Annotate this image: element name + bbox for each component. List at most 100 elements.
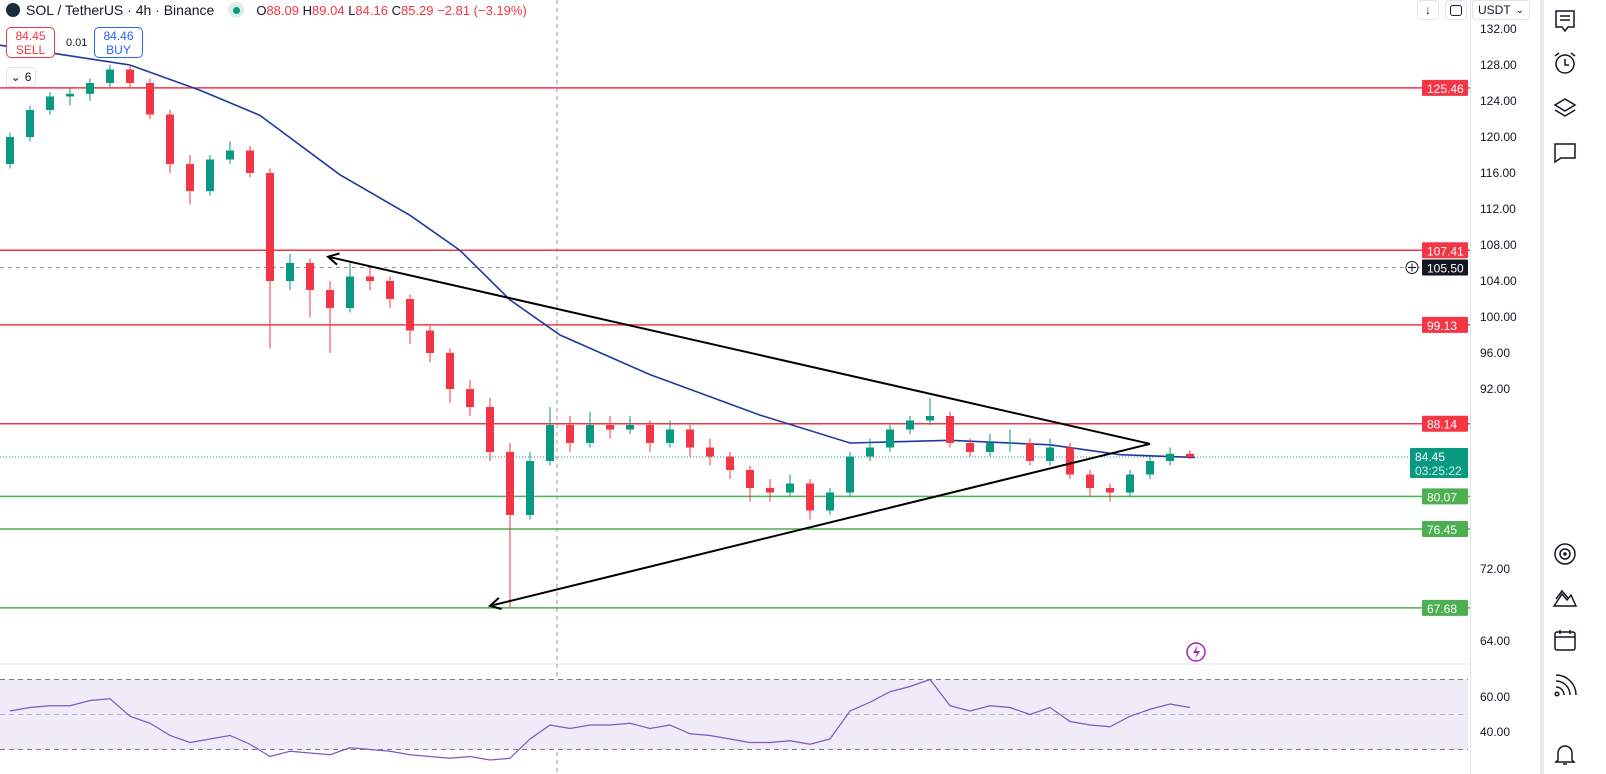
candle-body: [1146, 461, 1154, 475]
candle: [1026, 438, 1034, 466]
candle-body: [346, 276, 354, 308]
candle: [366, 267, 374, 290]
scroll-to-latest-button[interactable]: ↓: [1417, 0, 1439, 20]
crosshair-price-label-bg: [1422, 259, 1468, 276]
candle-body: [946, 416, 954, 443]
candle: [326, 281, 334, 353]
chevron-down-icon: ⌄: [10, 70, 21, 84]
price-tick-label: 132.00: [1480, 22, 1517, 36]
candle: [166, 110, 174, 173]
candle: [826, 488, 834, 515]
candle: [406, 294, 414, 344]
sell-button[interactable]: 84.45 SELL: [6, 27, 55, 58]
candle: [486, 398, 494, 461]
target-icon[interactable]: [1552, 541, 1578, 567]
candle-body: [846, 456, 854, 493]
candle-body: [966, 443, 974, 452]
plus-sign: [1408, 263, 1416, 272]
currency-select[interactable]: USDT ⌄: [1472, 0, 1530, 20]
lightning-bolt-icon: [1193, 645, 1200, 659]
candle-body: [106, 69, 114, 83]
trendline: [489, 442, 1151, 607]
candle: [206, 155, 214, 196]
candle-body: [226, 150, 234, 160]
candle: [666, 420, 674, 448]
resistance-level-label: 125.46: [1427, 82, 1464, 96]
chat-icon[interactable]: [1552, 140, 1578, 166]
candle-body: [66, 93, 74, 97]
support-level-label-bg: [1422, 520, 1468, 537]
candle: [546, 407, 554, 466]
buy-button[interactable]: 84.46 BUY: [94, 27, 143, 58]
candle: [186, 155, 194, 205]
price-tick-label: 108.00: [1480, 238, 1517, 252]
candle-body: [686, 429, 694, 448]
candle-body: [86, 83, 94, 94]
buy-price: 84.46: [103, 29, 134, 43]
candle: [426, 326, 434, 362]
candle: [1066, 443, 1074, 479]
symbol-title[interactable]: SOL / TetherUS · 4h · Binance: [26, 2, 215, 18]
price-axis-divider: [1470, 0, 1471, 774]
candle: [626, 416, 634, 434]
watchlist-icon[interactable]: [1552, 8, 1578, 34]
rsi-tick-label: 40.00: [1480, 725, 1510, 739]
candle-body: [826, 492, 834, 511]
buy-label: BUY: [106, 43, 131, 57]
indicators-toggle[interactable]: ⌄ 6: [6, 67, 36, 87]
bell-icon[interactable]: [1552, 742, 1578, 768]
candle: [526, 452, 534, 520]
mountains-icon[interactable]: [1552, 584, 1578, 610]
candle: [966, 438, 974, 457]
candle: [566, 416, 574, 452]
candle: [866, 438, 874, 461]
candle-body: [726, 456, 734, 470]
calendar-icon[interactable]: [1552, 627, 1578, 653]
candle: [606, 416, 614, 439]
candle: [446, 348, 454, 403]
indicator-count: 6: [24, 70, 32, 84]
candle-body: [886, 429, 894, 448]
layers-icon[interactable]: [1552, 95, 1578, 121]
candle: [586, 411, 594, 448]
add-alert-icon[interactable]: [1405, 261, 1419, 274]
crosshair-price-label: 105.50: [1427, 262, 1464, 276]
candle: [386, 276, 394, 308]
candle: [106, 65, 114, 88]
candle: [226, 141, 234, 164]
candle-body: [306, 263, 314, 290]
candle-body: [566, 425, 574, 443]
fullscreen-button[interactable]: [1445, 0, 1467, 20]
trendline-arrowhead: [325, 252, 340, 266]
candle: [1146, 456, 1154, 479]
rsi-line: [9, 678, 1191, 761]
candle: [926, 398, 934, 425]
candle-body: [906, 420, 914, 430]
candle: [946, 411, 954, 448]
support-level-label: 76.45: [1427, 523, 1457, 537]
candle: [646, 420, 654, 452]
currency-label: USDT: [1478, 3, 1511, 17]
ohlc-values: O88.09 H89.04 L84.16 C85.29 −2.81 (−3.19…: [256, 2, 527, 18]
sell-price: 84.45: [15, 29, 46, 43]
candle: [806, 479, 814, 520]
candle-body: [426, 330, 434, 353]
alarm-clock-icon[interactable]: [1552, 50, 1578, 76]
resistance-level-label: 99.13: [1427, 319, 1457, 333]
candle-body: [746, 470, 754, 488]
resistance-level-label-bg: [1422, 242, 1468, 259]
trendline: [327, 255, 1151, 445]
candle-body: [386, 281, 394, 299]
candle-body: [1106, 488, 1114, 493]
signal-icon[interactable]: [1552, 673, 1578, 699]
price-tick-label: 64.00: [1480, 634, 1510, 648]
candle: [1046, 438, 1054, 466]
candle-body: [666, 429, 674, 443]
candle-body: [506, 452, 514, 515]
candle-body: [1066, 447, 1074, 475]
candle-body: [626, 425, 634, 430]
candle-body: [986, 443, 994, 452]
candle: [846, 452, 854, 497]
candle-body: [706, 447, 714, 457]
